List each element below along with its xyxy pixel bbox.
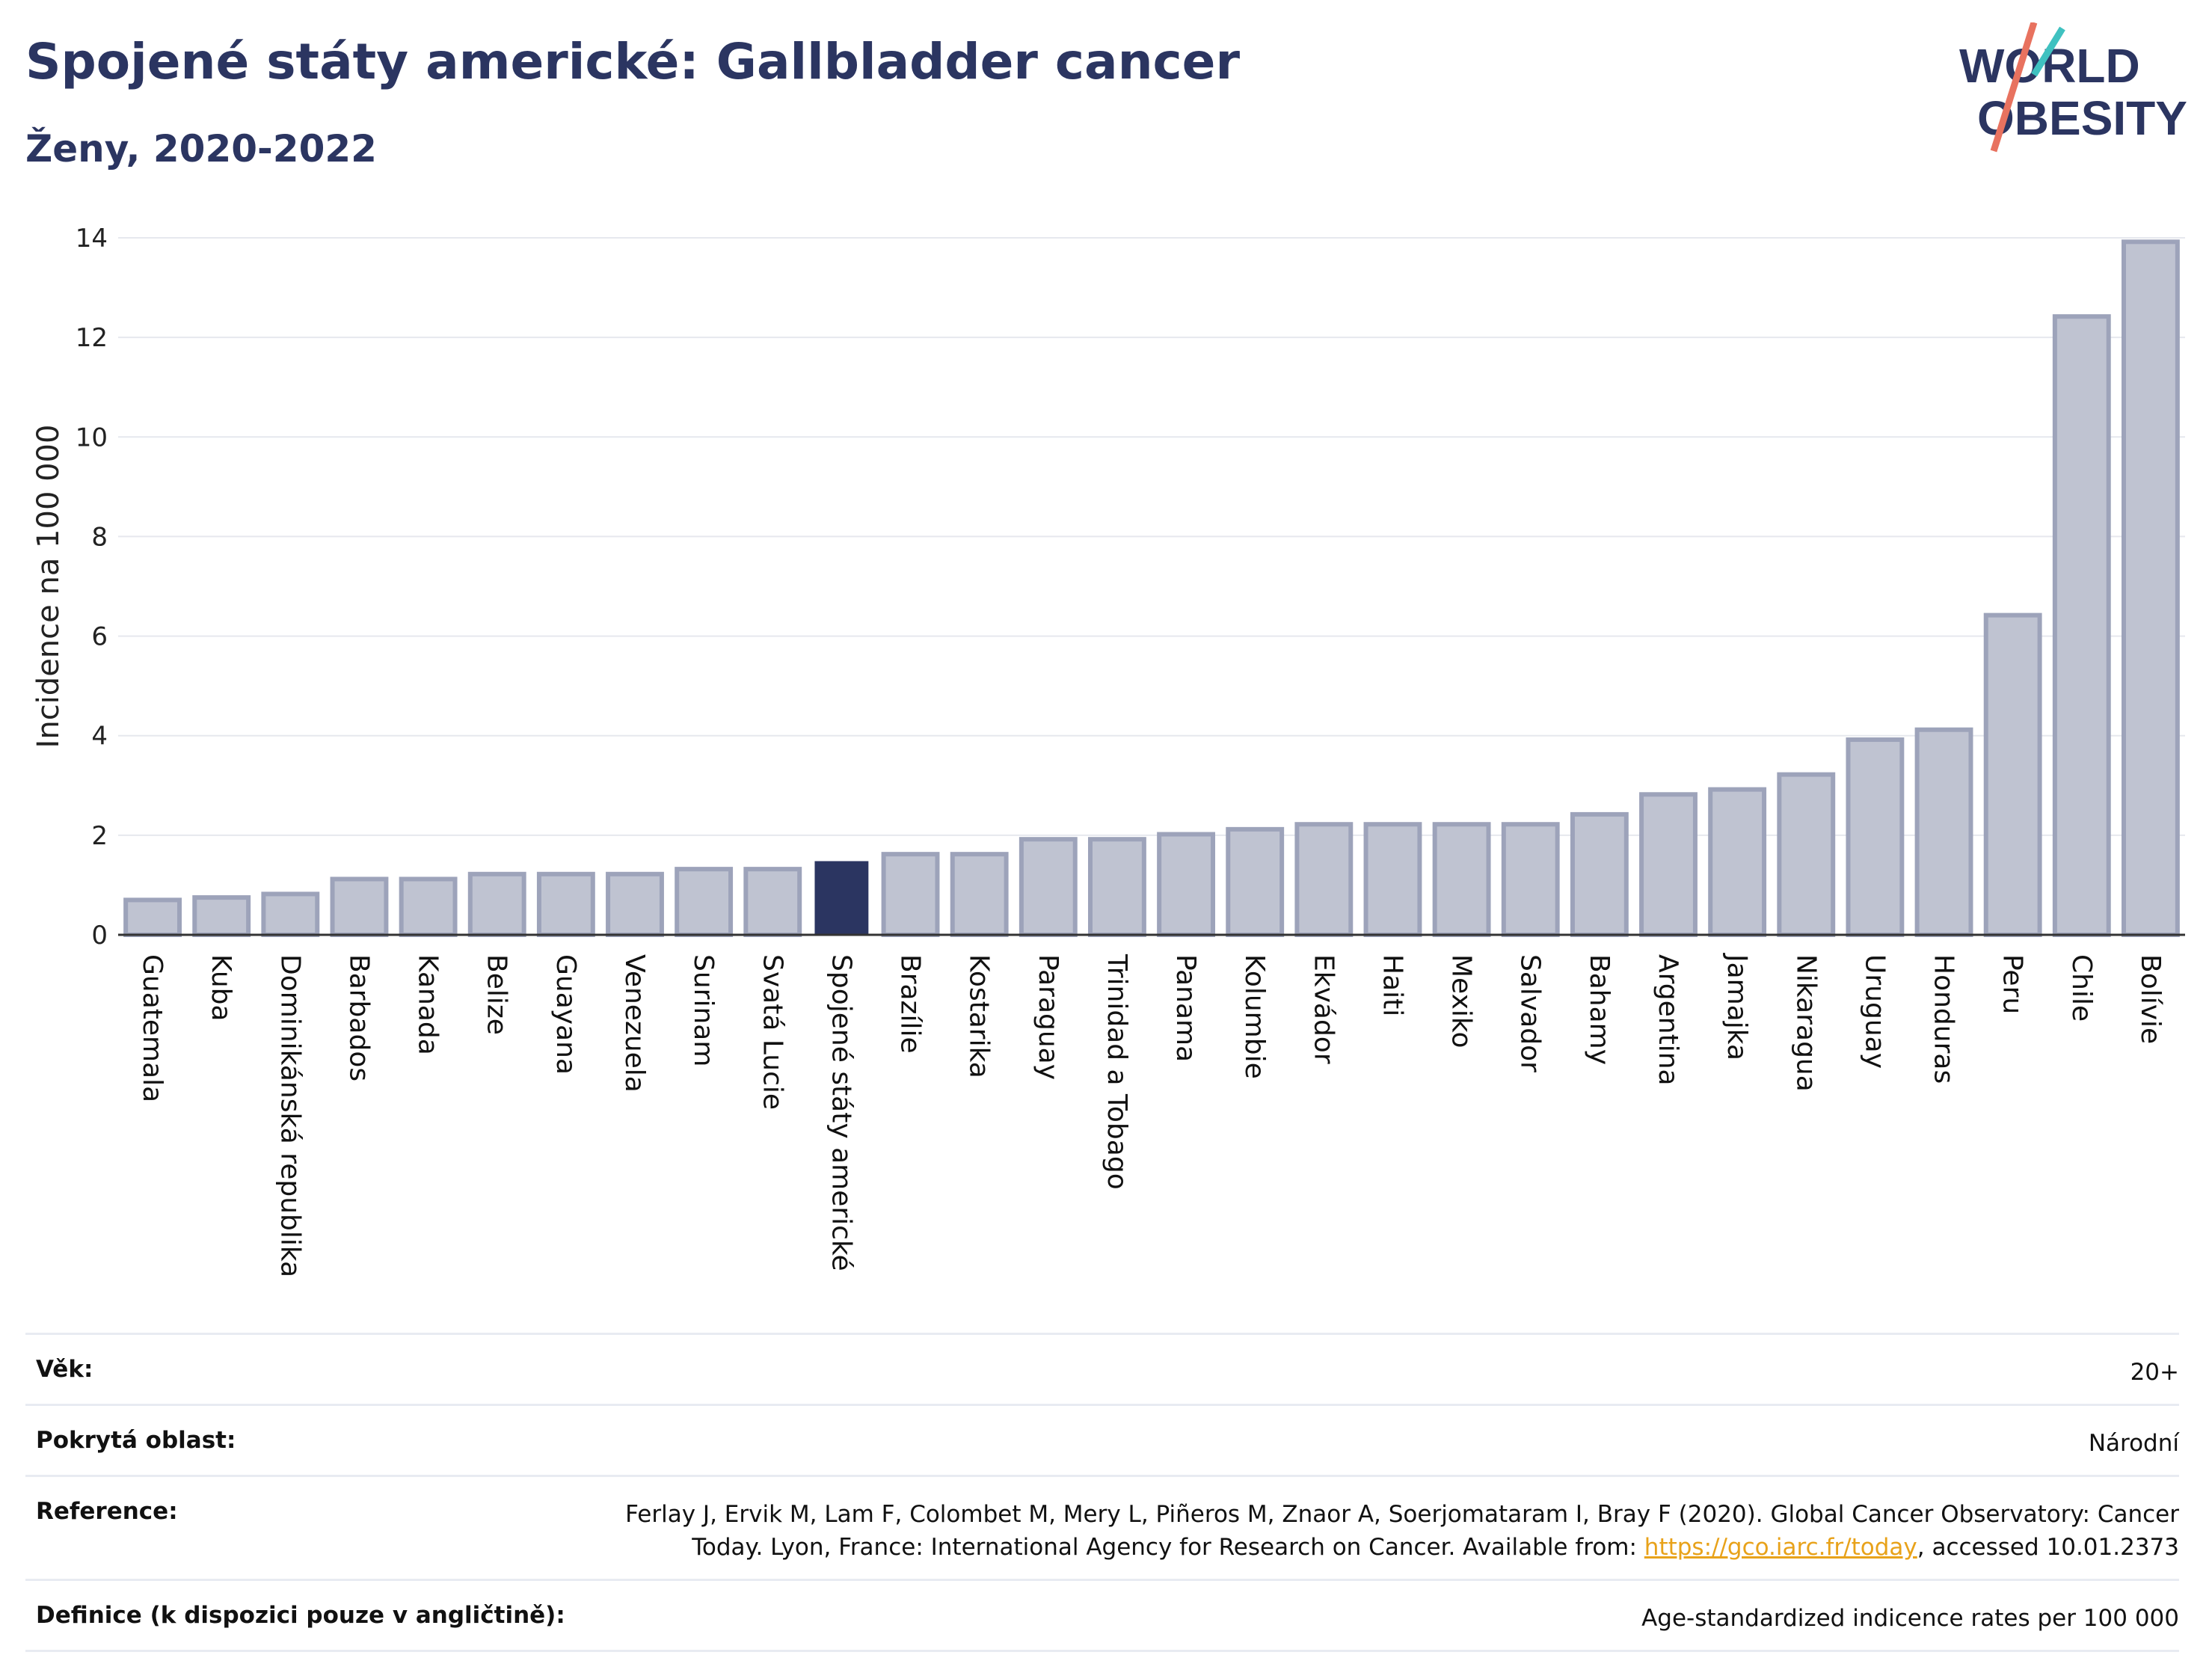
- bar-1: [192, 895, 251, 937]
- x-tick-label: Panama: [1170, 954, 1201, 1062]
- bar-17: [1294, 822, 1354, 937]
- bar-10: [814, 861, 869, 935]
- age-value: 20+: [2130, 1359, 2179, 1386]
- bar-23: [1708, 787, 1767, 938]
- reference-value: Ferlay J, Ervik M, Lam F, Colombet M, Me…: [609, 1498, 2179, 1564]
- x-tick-label: Chile: [2066, 954, 2097, 1022]
- x-tick-label: Surinam: [688, 954, 719, 1066]
- definition-value: Age-standardized indicence rates per 100…: [1641, 1605, 2179, 1632]
- x-tick-label: Dominikánská republika: [274, 954, 305, 1277]
- reference-text: Ferlay J, Ervik M, Lam F, Colombet M, Me…: [625, 1501, 2179, 1561]
- y-tick-label: 14: [76, 224, 108, 254]
- bar-22: [1639, 792, 1698, 937]
- x-tick-label: Brazílie: [895, 954, 926, 1054]
- y-tick-label: 8: [91, 522, 108, 552]
- bar-24: [1777, 772, 1836, 938]
- bar-chart: 0 2 4 6 8 10 12 14 Incidence na 100 000 Guatemala…: [31, 224, 2185, 1277]
- y-tick-label: 0: [91, 921, 108, 951]
- x-tick-label: Haiti: [1377, 954, 1407, 1016]
- x-tick-label: Jamajka: [1721, 953, 1752, 1060]
- area-value: Národní: [2088, 1430, 2179, 1457]
- x-tick-label: Argentina: [1653, 954, 1683, 1086]
- bar-0: [123, 897, 182, 938]
- page-subtitle: Ženy, 2020-2022: [25, 127, 377, 171]
- bar-26: [1914, 727, 1973, 937]
- bar-13: [1019, 837, 1078, 938]
- y-tick-label: 4: [91, 722, 108, 752]
- reference-label: Reference:: [36, 1498, 178, 1525]
- bar-20: [1501, 822, 1560, 937]
- x-tick-label: Ekvádor: [1308, 954, 1339, 1064]
- bar-18: [1363, 822, 1422, 937]
- reference-suffix: , accessed 10.01.2373: [1917, 1534, 2179, 1561]
- x-tick-label: Belize: [482, 954, 512, 1035]
- bar-12: [950, 852, 1009, 938]
- bar-19: [1432, 822, 1491, 937]
- logo-slash-teal: [2031, 26, 2065, 77]
- bar-6: [536, 871, 595, 937]
- metadata-table: Věk: 20+ Pokrytá oblast: Národní Referen…: [25, 1333, 2179, 1652]
- world-obesity-logo: WORLD OBESITY: [1959, 22, 2187, 153]
- x-tick-label: Bolívie: [2135, 954, 2166, 1044]
- bar-9: [743, 867, 802, 938]
- x-tick-label: Kostarika: [964, 954, 995, 1078]
- y-tick-label: 6: [91, 622, 108, 652]
- bar-8: [675, 867, 734, 938]
- x-tick-label: Kuba: [206, 954, 236, 1022]
- bar-11: [881, 852, 940, 938]
- y-tick-label: 10: [76, 423, 108, 452]
- x-tick-label: Trinidad a Tobago: [1102, 954, 1132, 1190]
- area-label: Pokrytá oblast:: [36, 1427, 236, 1454]
- x-tick-label: Peru: [1997, 954, 2028, 1014]
- x-tick-label: Paraguay: [1033, 954, 1063, 1080]
- bar-7: [606, 871, 664, 937]
- bar-21: [1570, 811, 1629, 937]
- x-tick-label: Svatá Lucie: [757, 954, 787, 1110]
- bar-27: [1983, 612, 2042, 938]
- x-tick-label: Bahamy: [1584, 954, 1615, 1065]
- x-tick-label: Kolumbie: [1239, 954, 1270, 1079]
- bar-16: [1226, 826, 1285, 937]
- x-tick-label: Nikaragua: [1790, 954, 1821, 1092]
- y-axis-label: Incidence na 100 000: [31, 425, 66, 749]
- page-title: Spojené státy americké: Gallbladder canc…: [25, 33, 1240, 90]
- bar-5: [467, 871, 526, 937]
- bar-4: [399, 876, 458, 937]
- y-tick-label: 2: [91, 821, 108, 851]
- meta-row-age: Věk: 20+: [25, 1333, 2179, 1404]
- x-tick-label: Barbados: [343, 954, 374, 1081]
- x-tick-label: Kanada: [413, 954, 443, 1055]
- x-tick-label: Venezuela: [619, 954, 650, 1093]
- x-tick-label: Mexiko: [1446, 954, 1477, 1048]
- bar-25: [1846, 737, 1905, 937]
- bar-14: [1088, 837, 1146, 938]
- x-tick-label: Honduras: [1929, 954, 1959, 1084]
- x-tick-label: Salvador: [1515, 954, 1546, 1072]
- reference-link[interactable]: https://gco.iarc.fr/today: [1644, 1534, 1917, 1561]
- meta-row-reference: Reference: Ferlay J, Ervik M, Lam F, Col…: [25, 1475, 2179, 1579]
- y-tick-label: 12: [76, 323, 108, 353]
- x-tick-label: Spojené státy americké: [826, 954, 856, 1271]
- meta-row-definition: Definice (k dispozici pouze v angličtině…: [25, 1579, 2179, 1652]
- age-label: Věk:: [36, 1356, 93, 1383]
- bar-28: [2052, 314, 2111, 937]
- x-tick-label: Uruguay: [1859, 954, 1890, 1069]
- bar-3: [330, 876, 389, 937]
- bar-29: [2122, 239, 2180, 937]
- bar-15: [1157, 832, 1215, 938]
- logo-slash-red: [1990, 22, 2038, 153]
- bar-2: [261, 891, 320, 937]
- meta-row-area: Pokrytá oblast: Národní: [25, 1404, 2179, 1475]
- definition-label: Definice (k dispozici pouze v angličtině…: [36, 1602, 565, 1629]
- x-tick-label: Guatemala: [137, 954, 168, 1102]
- x-tick-label: Guayana: [550, 954, 581, 1075]
